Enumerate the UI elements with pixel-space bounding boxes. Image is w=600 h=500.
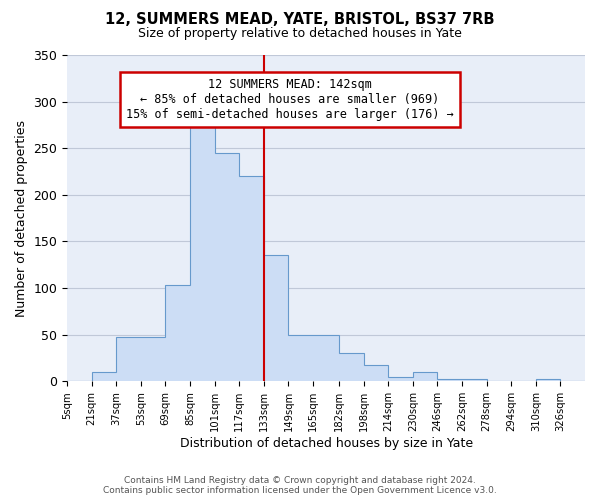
Text: Size of property relative to detached houses in Yate: Size of property relative to detached ho… bbox=[138, 28, 462, 40]
Y-axis label: Number of detached properties: Number of detached properties bbox=[15, 120, 28, 316]
Text: 12 SUMMERS MEAD: 142sqm
← 85% of detached houses are smaller (969)
15% of semi-d: 12 SUMMERS MEAD: 142sqm ← 85% of detache… bbox=[126, 78, 454, 121]
Text: 12, SUMMERS MEAD, YATE, BRISTOL, BS37 7RB: 12, SUMMERS MEAD, YATE, BRISTOL, BS37 7R… bbox=[105, 12, 495, 28]
Text: Contains HM Land Registry data © Crown copyright and database right 2024.
Contai: Contains HM Land Registry data © Crown c… bbox=[103, 476, 497, 495]
X-axis label: Distribution of detached houses by size in Yate: Distribution of detached houses by size … bbox=[179, 437, 473, 450]
